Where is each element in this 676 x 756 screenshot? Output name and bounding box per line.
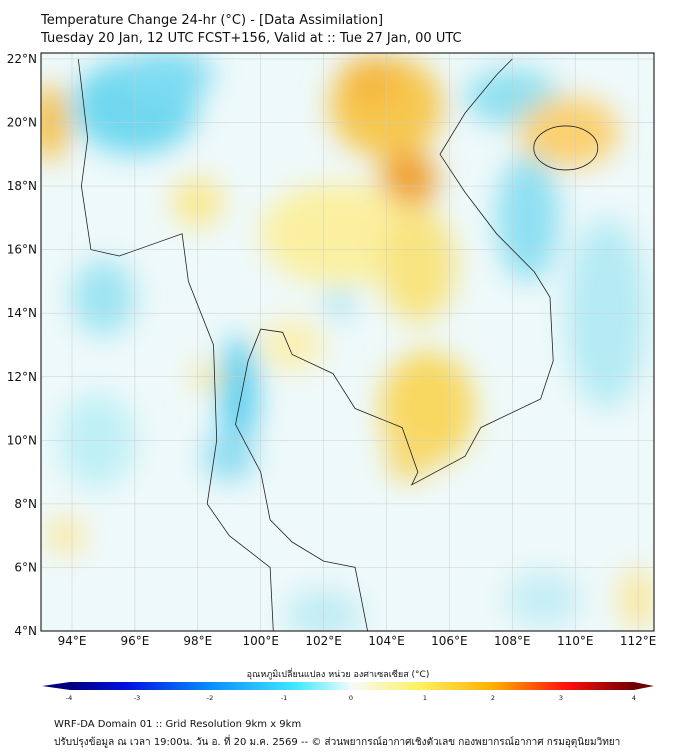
latitude-label: 14°N [7, 306, 37, 320]
latitude-label: 6°N [14, 560, 37, 574]
temperature-anomaly-area [380, 151, 437, 209]
longitude-label: 108°E [494, 634, 531, 648]
colorbar-tick-label: 4 [631, 694, 637, 702]
longitude-label: 102°E [305, 634, 342, 648]
longitude-label: 94°E [58, 634, 87, 648]
colorbar-tick-label: -1 [280, 694, 288, 702]
colorbar [42, 682, 654, 690]
temperature-anomaly-area [380, 208, 456, 323]
temperature-anomaly-area [119, 53, 214, 101]
temperature-anomaly-area [204, 430, 255, 482]
colorbar-max-extend [634, 682, 654, 690]
temperature-anomaly-area [260, 182, 419, 285]
latitude-label: 10°N [7, 433, 37, 447]
temperature-anomaly-area [71, 259, 135, 336]
colorbar-bar [70, 682, 634, 690]
temperature-anomaly-area [619, 567, 654, 631]
colorbar-tick-label: -3 [133, 694, 141, 702]
temperature-anomaly-area [260, 319, 324, 371]
longitude-label: 104°E [368, 634, 405, 648]
temperature-anomaly-area [339, 55, 403, 107]
chart-subtitle: Tuesday 20 Jan, 12 UTC FCST+156, Valid a… [41, 31, 462, 46]
map-field [41, 53, 654, 631]
longitude-label: 96°E [120, 634, 149, 648]
latitude-label: 18°N [7, 179, 37, 193]
temperature-anomaly-area [518, 97, 620, 168]
temperature-anomaly-area [46, 516, 85, 555]
temperature-anomaly-area [326, 290, 352, 317]
colorbar-tick-label: 3 [558, 694, 564, 702]
latitude-label: 12°N [7, 370, 37, 384]
temperature-anomaly-area [505, 570, 582, 628]
colorbar-tick-label: -4 [65, 694, 73, 702]
colorbar-title: อุณหภูมิเปลี่ยนแปลง หน่วย องศาเซลเซียส (… [246, 670, 430, 680]
longitude-label: 110°E [557, 634, 594, 648]
map-frame [40, 52, 655, 632]
footer-model-info: WRF-DA Domain 01 :: Grid Resolution 9km … [54, 719, 302, 730]
hainan-coastline [533, 125, 599, 171]
latitude-label: 22°N [7, 52, 37, 66]
colorbar-tick-label: -2 [206, 694, 214, 702]
latitude-label: 4°N [14, 624, 37, 638]
latitude-label: 16°N [7, 243, 37, 257]
latitude-label: 20°N [7, 116, 37, 130]
colorbar-tick-label: 2 [490, 694, 496, 702]
footer-update-info: ปรับปรุงข้อมูล ณ เวลา 19:00น. วัน อ. ที่… [54, 737, 621, 748]
longitude-label: 100°E [242, 634, 279, 648]
latitude-label: 8°N [14, 497, 37, 511]
temperature-anomaly-area [496, 154, 560, 282]
longitude-label: 112°E [620, 634, 657, 648]
colorbar-tick-label: 0 [348, 694, 354, 702]
temperature-anomaly-area [386, 430, 431, 482]
longitude-label: 98°E [183, 634, 212, 648]
colorbar-tick-label: 1 [422, 694, 428, 702]
colorbar-min-extend [42, 682, 70, 690]
coastline [77, 58, 554, 631]
chart-title: Temperature Change 24-hr (°C) - [Data As… [41, 13, 384, 28]
temperature-anomaly-area [219, 335, 258, 450]
longitude-label: 106°E [431, 634, 468, 648]
